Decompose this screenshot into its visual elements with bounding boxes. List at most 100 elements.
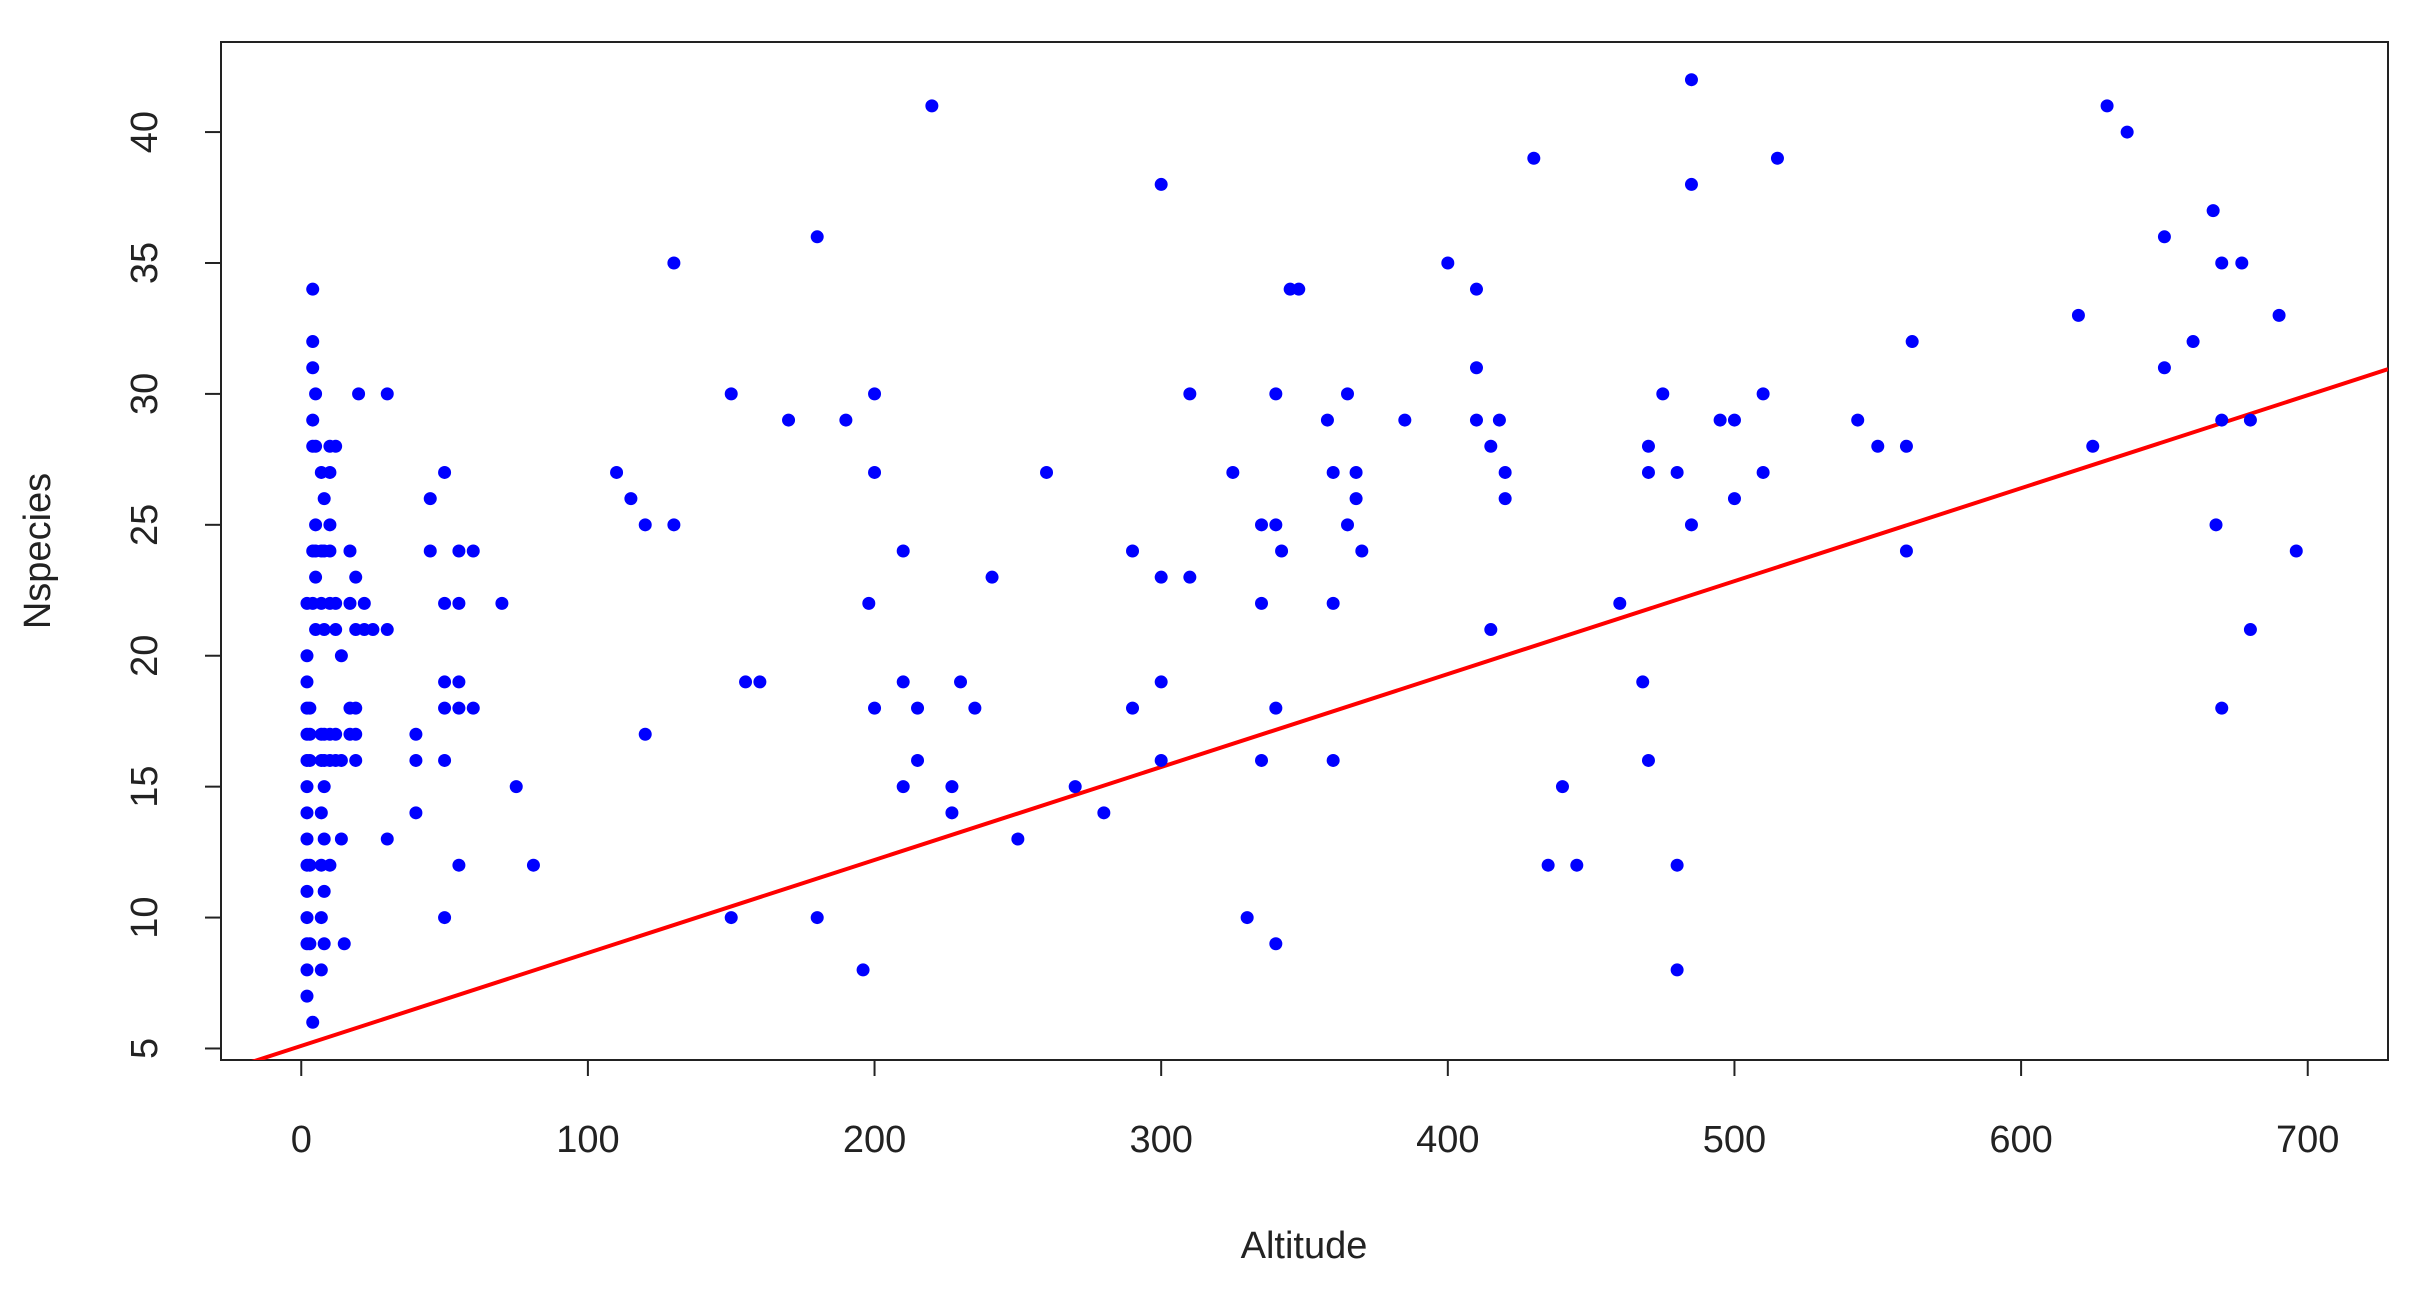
point: [954, 675, 968, 689]
point: [343, 544, 357, 558]
point: [1275, 544, 1289, 558]
point: [300, 911, 314, 925]
point: [337, 937, 351, 951]
point: [438, 465, 452, 479]
point: [1498, 465, 1512, 479]
point: [1899, 439, 1913, 453]
point: [317, 492, 331, 506]
point: [309, 570, 323, 584]
point: [1349, 465, 1363, 479]
point: [782, 413, 796, 427]
point: [868, 701, 882, 715]
point: [1636, 675, 1650, 689]
point: [868, 465, 882, 479]
point: [314, 911, 328, 925]
point: [352, 387, 366, 401]
point: [314, 806, 328, 820]
point: [1269, 937, 1283, 951]
point: [306, 361, 320, 375]
point: [1851, 413, 1865, 427]
point: [1684, 73, 1698, 87]
point: [300, 963, 314, 977]
point: [317, 623, 331, 637]
point: [925, 99, 939, 113]
point: [896, 780, 910, 794]
point: [1756, 387, 1770, 401]
point: [724, 911, 738, 925]
point: [1871, 439, 1885, 453]
y-tick-label: 20: [124, 635, 166, 677]
x-tick-label: 700: [2276, 1119, 2339, 1161]
point: [896, 675, 910, 689]
point: [334, 832, 348, 846]
point: [1727, 413, 1741, 427]
point: [466, 701, 480, 715]
point: [343, 596, 357, 610]
point: [1492, 413, 1506, 427]
point: [839, 413, 853, 427]
plot-area: [251, 367, 2388, 1060]
point: [349, 753, 363, 767]
point: [438, 911, 452, 925]
y-tick-label: 30: [124, 373, 166, 415]
point: [968, 701, 982, 715]
point: [1011, 832, 1025, 846]
point: [1183, 570, 1197, 584]
point: [526, 858, 540, 872]
point: [303, 858, 317, 872]
point: [1226, 465, 1240, 479]
point: [303, 753, 317, 767]
point: [1469, 282, 1483, 296]
point: [1484, 623, 1498, 637]
point: [452, 675, 466, 689]
point: [896, 544, 910, 558]
point: [423, 492, 437, 506]
y-tick-label: 35: [124, 242, 166, 284]
point: [306, 413, 320, 427]
point: [380, 832, 394, 846]
point: [1154, 675, 1168, 689]
point: [1183, 387, 1197, 401]
point: [1269, 518, 1283, 532]
point: [300, 649, 314, 663]
point: [357, 596, 371, 610]
point: [1641, 465, 1655, 479]
point: [309, 387, 323, 401]
point: [409, 753, 423, 767]
x-tick-label: 500: [1703, 1119, 1766, 1161]
point: [739, 675, 753, 689]
point: [380, 623, 394, 637]
point: [1498, 492, 1512, 506]
point: [911, 701, 925, 715]
point: [945, 780, 959, 794]
point: [2071, 308, 2085, 322]
point: [624, 492, 638, 506]
point: [300, 884, 314, 898]
point: [1255, 753, 1269, 767]
point: [2243, 623, 2257, 637]
point: [2215, 413, 2229, 427]
point: [2086, 439, 2100, 453]
y-tick-label: 5: [124, 1038, 166, 1059]
point: [2235, 256, 2249, 270]
point: [1469, 413, 1483, 427]
point: [1349, 492, 1363, 506]
point: [334, 649, 348, 663]
point: [329, 727, 343, 741]
point: [300, 780, 314, 794]
x-tick-label: 400: [1416, 1119, 1479, 1161]
point: [945, 806, 959, 820]
point: [2157, 230, 2171, 244]
point: [317, 937, 331, 951]
point: [1684, 518, 1698, 532]
point: [495, 596, 509, 610]
point: [810, 911, 824, 925]
point: [438, 753, 452, 767]
point: [1670, 963, 1684, 977]
point: [300, 989, 314, 1003]
point: [1541, 858, 1555, 872]
y-tick-label: 40: [124, 111, 166, 153]
point: [300, 832, 314, 846]
point: [323, 858, 337, 872]
point: [1899, 544, 1913, 558]
